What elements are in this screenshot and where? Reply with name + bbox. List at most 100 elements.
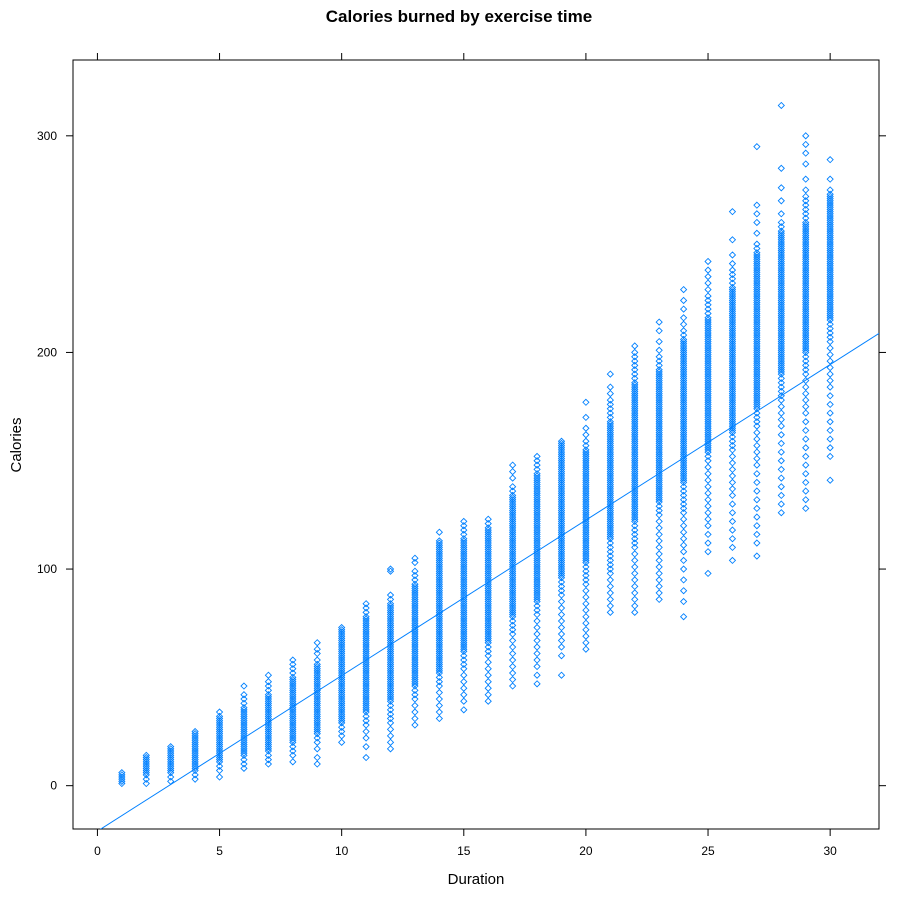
data-point (631, 428, 639, 437)
data-point (728, 316, 737, 324)
data-point (826, 301, 834, 309)
data-point (338, 636, 346, 645)
data-point (704, 400, 712, 409)
data-point (362, 634, 370, 643)
data-point (533, 478, 541, 487)
data-point (704, 515, 712, 523)
data-point (484, 626, 492, 634)
data-point (777, 229, 785, 237)
data-point (631, 448, 639, 456)
data-point (557, 623, 566, 632)
data-point (606, 530, 614, 539)
data-point (264, 699, 273, 707)
data-point (484, 539, 492, 547)
data-point (753, 435, 761, 443)
data-point (802, 214, 810, 222)
data-point (582, 467, 590, 476)
data-point (728, 381, 737, 389)
data-point (508, 524, 517, 532)
data-point (533, 506, 541, 515)
data-point (533, 517, 541, 526)
data-point (802, 470, 810, 478)
data-point (728, 318, 737, 326)
data-point (704, 431, 712, 439)
data-point (557, 558, 566, 567)
data-point (533, 541, 541, 549)
data-point (386, 675, 395, 684)
data-point (362, 660, 370, 669)
data-point (606, 422, 614, 430)
data-point (728, 389, 737, 398)
data-point (460, 636, 468, 645)
data-point (484, 647, 492, 656)
data-point (728, 452, 737, 461)
data-point (631, 441, 639, 450)
data-point (802, 242, 810, 250)
data-point (753, 240, 761, 248)
data-point (777, 509, 785, 517)
data-point (289, 695, 297, 703)
data-point (240, 712, 248, 720)
data-point (582, 593, 590, 601)
data-point (484, 628, 492, 636)
data-point (582, 543, 590, 552)
data-point (508, 613, 517, 621)
data-point (484, 582, 492, 591)
data-point (557, 476, 566, 484)
data-point (777, 253, 785, 261)
data-point (362, 682, 370, 690)
data-point (728, 405, 737, 413)
data-point (582, 552, 590, 560)
data-point (728, 207, 737, 216)
data-point (582, 522, 590, 530)
data-point (631, 589, 639, 597)
data-point (411, 671, 419, 679)
data-point (679, 541, 688, 549)
data-point (338, 660, 346, 669)
data-point (533, 522, 541, 530)
data-point (777, 379, 785, 387)
data-point (777, 223, 785, 231)
data-point (435, 643, 444, 651)
data-point (313, 669, 321, 677)
data-point (606, 452, 614, 461)
data-point (802, 409, 810, 417)
data-point (753, 270, 761, 279)
data-point (191, 760, 199, 768)
data-point (777, 242, 785, 250)
data-point (313, 710, 321, 718)
data-point (606, 465, 614, 474)
data-point (655, 422, 663, 430)
data-point (264, 712, 273, 720)
data-point (508, 604, 517, 612)
data-point (728, 290, 737, 298)
data-point (802, 270, 810, 279)
data-point (606, 602, 614, 610)
data-point (582, 511, 590, 519)
data-point (826, 238, 834, 246)
data-point (704, 413, 712, 422)
data-point (753, 470, 761, 478)
data-point (508, 589, 517, 597)
data-point (777, 368, 785, 376)
data-point (313, 704, 321, 712)
data-point (533, 556, 541, 565)
data-point (826, 409, 834, 417)
data-point (508, 537, 517, 545)
data-point (557, 493, 566, 502)
data-point (460, 587, 468, 595)
data-point (802, 444, 810, 452)
data-point (655, 357, 663, 365)
data-point (631, 348, 639, 357)
data-point (386, 606, 395, 614)
data-point (557, 548, 566, 556)
data-point (655, 379, 663, 387)
data-point (753, 281, 761, 289)
data-point (167, 764, 175, 772)
data-point (777, 366, 785, 374)
data-point (655, 530, 663, 539)
data-point (264, 734, 273, 742)
data-point (484, 563, 492, 571)
data-point (118, 769, 126, 777)
data-point (826, 344, 834, 352)
